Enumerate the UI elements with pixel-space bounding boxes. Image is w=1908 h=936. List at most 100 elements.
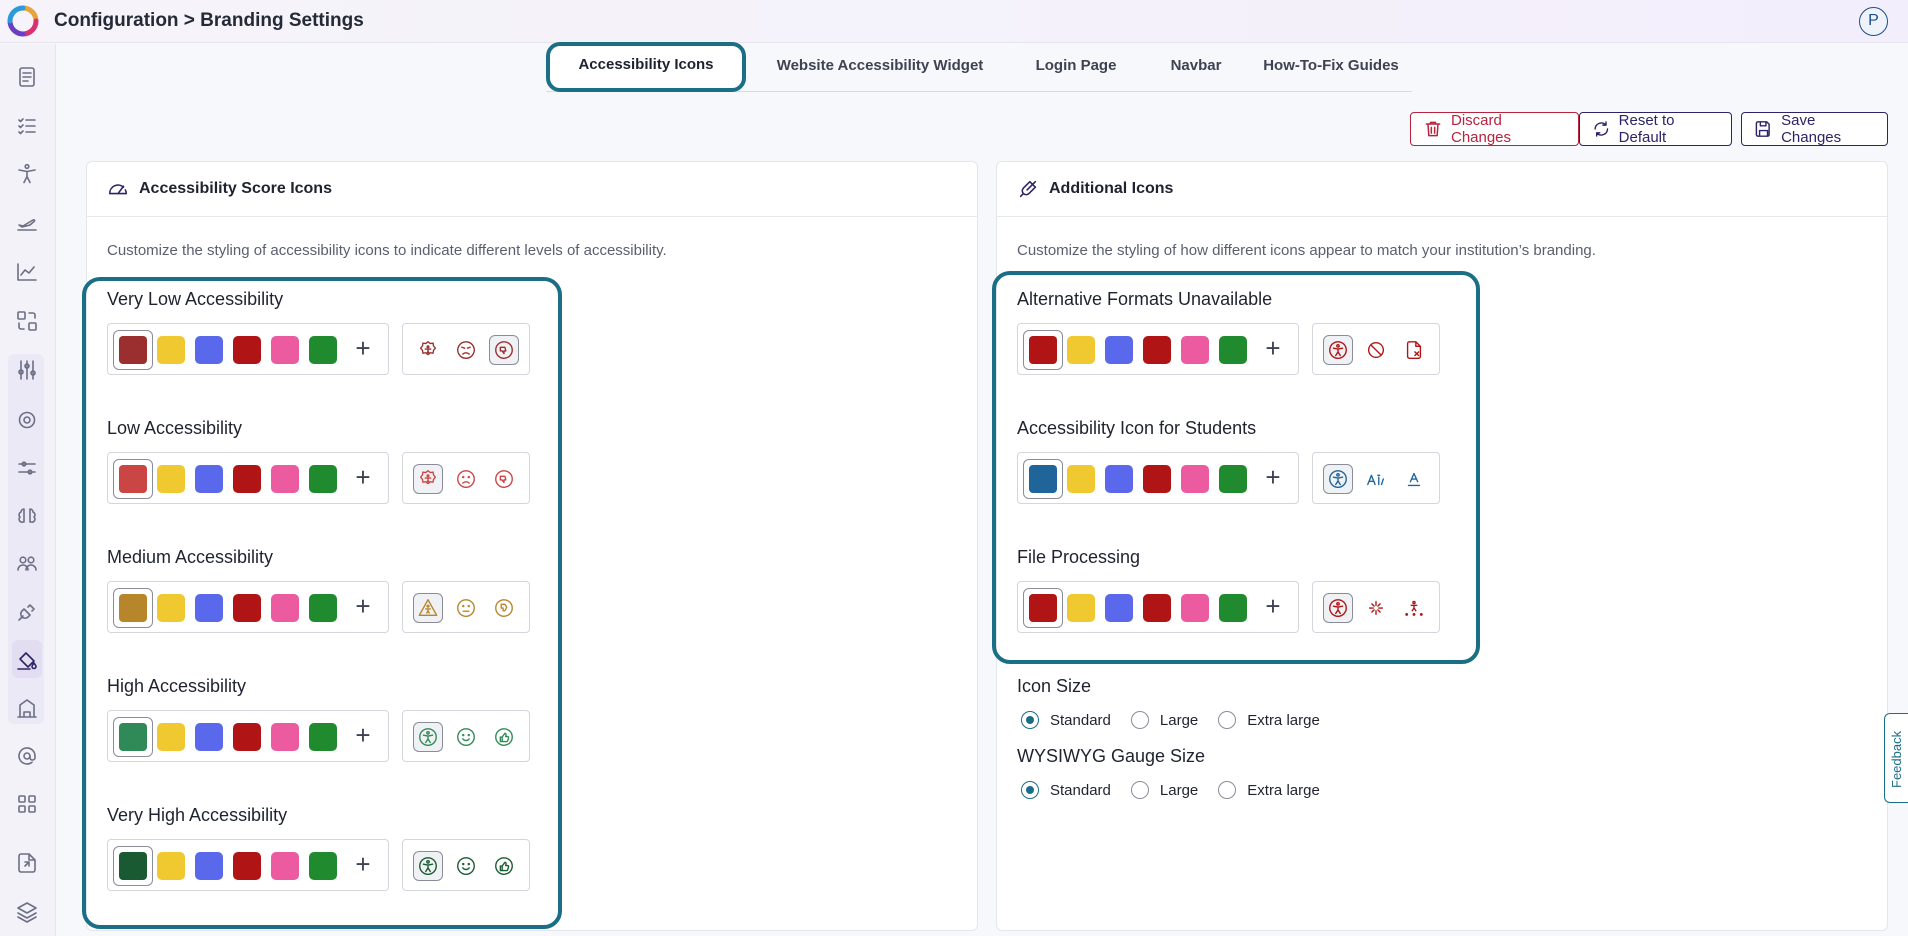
radio-button[interactable] bbox=[1021, 781, 1039, 799]
color-swatch[interactable] bbox=[309, 723, 337, 751]
radio-button[interactable] bbox=[1021, 711, 1039, 729]
radio-button[interactable] bbox=[1130, 781, 1149, 799]
at-settings-icon[interactable] bbox=[15, 744, 39, 768]
icon-option[interactable] bbox=[489, 335, 519, 365]
tab-website-accessibility-widget[interactable]: Website Accessibility Widget bbox=[776, 57, 984, 74]
gear-icon[interactable] bbox=[15, 408, 39, 432]
tab-navbar[interactable]: Navbar bbox=[1170, 57, 1222, 74]
icon-option[interactable] bbox=[413, 722, 443, 752]
icon-option[interactable] bbox=[1323, 335, 1353, 365]
color-swatch[interactable] bbox=[271, 594, 299, 622]
color-swatch[interactable] bbox=[309, 852, 337, 880]
color-swatch[interactable] bbox=[1067, 465, 1095, 493]
building-icon[interactable] bbox=[15, 696, 39, 720]
color-swatch-selected[interactable] bbox=[113, 459, 153, 499]
add-color-button[interactable]: + bbox=[355, 333, 371, 363]
color-swatch-selected[interactable] bbox=[1023, 459, 1063, 499]
color-swatch-selected[interactable] bbox=[113, 717, 153, 757]
color-swatch[interactable] bbox=[271, 465, 299, 493]
gauge-size-extra-large[interactable]: Extra large bbox=[1218, 781, 1320, 799]
color-swatch[interactable] bbox=[271, 852, 299, 880]
icon-option[interactable] bbox=[1361, 335, 1391, 365]
color-swatch[interactable] bbox=[1067, 336, 1095, 364]
icon-option[interactable] bbox=[1323, 464, 1353, 494]
color-swatch[interactable] bbox=[233, 336, 261, 364]
icon-option[interactable] bbox=[489, 722, 519, 752]
icon-option[interactable] bbox=[451, 722, 481, 752]
paint-bucket-icon[interactable] bbox=[15, 648, 39, 672]
icon-option[interactable] bbox=[1399, 335, 1429, 365]
reset-to-default-button[interactable]: Reset to Default bbox=[1579, 112, 1732, 146]
scan-icon[interactable] bbox=[15, 309, 39, 333]
color-swatch[interactable] bbox=[1143, 465, 1171, 493]
color-swatch-selected[interactable] bbox=[1023, 588, 1063, 628]
color-swatch[interactable] bbox=[157, 594, 185, 622]
icon-option[interactable] bbox=[451, 593, 481, 623]
document-icon[interactable] bbox=[15, 65, 39, 89]
color-swatch[interactable] bbox=[1219, 594, 1247, 622]
color-swatch[interactable] bbox=[157, 465, 185, 493]
color-swatch-selected[interactable] bbox=[113, 846, 153, 886]
color-swatch[interactable] bbox=[233, 852, 261, 880]
color-swatch-selected[interactable] bbox=[113, 330, 153, 370]
add-color-button[interactable]: + bbox=[355, 462, 371, 492]
color-swatch[interactable] bbox=[1143, 594, 1171, 622]
icon-option[interactable] bbox=[413, 593, 443, 623]
add-color-button[interactable]: + bbox=[1265, 591, 1281, 621]
user-avatar[interactable]: P bbox=[1859, 7, 1888, 36]
color-swatch[interactable] bbox=[195, 723, 223, 751]
icon-option[interactable] bbox=[413, 464, 443, 494]
icon-option[interactable] bbox=[1361, 593, 1391, 623]
color-swatch[interactable] bbox=[157, 723, 185, 751]
plane-icon[interactable] bbox=[15, 211, 39, 235]
color-swatch-selected[interactable] bbox=[113, 588, 153, 628]
tab-login-page[interactable]: Login Page bbox=[1035, 57, 1117, 74]
color-swatch[interactable] bbox=[157, 852, 185, 880]
color-swatch[interactable] bbox=[271, 723, 299, 751]
color-swatch[interactable] bbox=[309, 465, 337, 493]
icon-option[interactable] bbox=[489, 593, 519, 623]
color-swatch[interactable] bbox=[309, 594, 337, 622]
accessibility-icon[interactable] bbox=[15, 162, 39, 186]
gauge-size-standard[interactable]: Standard bbox=[1021, 781, 1111, 799]
icon-option[interactable] bbox=[489, 851, 519, 881]
color-swatch[interactable] bbox=[195, 852, 223, 880]
color-swatch[interactable] bbox=[1143, 336, 1171, 364]
color-swatch[interactable] bbox=[1181, 465, 1209, 493]
checklist-icon[interactable] bbox=[15, 114, 39, 138]
layers-icon[interactable] bbox=[15, 900, 39, 924]
color-swatch[interactable] bbox=[309, 336, 337, 364]
color-swatch[interactable] bbox=[1105, 465, 1133, 493]
color-swatch[interactable] bbox=[1067, 594, 1095, 622]
plug-icon[interactable] bbox=[15, 600, 39, 624]
color-swatch[interactable] bbox=[233, 594, 261, 622]
tab-how-to-fix-guides[interactable]: How-To-Fix Guides bbox=[1263, 57, 1399, 74]
app-logo[interactable] bbox=[7, 5, 39, 37]
color-swatch[interactable] bbox=[1219, 336, 1247, 364]
save-changes-button[interactable]: Save Changes bbox=[1741, 112, 1888, 146]
color-swatch[interactable] bbox=[233, 465, 261, 493]
add-color-button[interactable]: + bbox=[1265, 333, 1281, 363]
sliders-icon[interactable] bbox=[15, 358, 39, 382]
color-swatch[interactable] bbox=[1219, 465, 1247, 493]
file-export-icon[interactable] bbox=[15, 851, 39, 875]
add-color-button[interactable]: + bbox=[355, 720, 371, 750]
icon-size-standard[interactable]: Standard bbox=[1021, 711, 1111, 729]
feedback-tab[interactable]: Feedback bbox=[1884, 713, 1908, 803]
icon-option[interactable] bbox=[1399, 593, 1429, 623]
color-swatch[interactable] bbox=[1105, 336, 1133, 364]
icon-option[interactable] bbox=[413, 335, 443, 365]
icon-option[interactable] bbox=[489, 464, 519, 494]
icon-option[interactable] bbox=[413, 851, 443, 881]
color-swatch[interactable] bbox=[1181, 336, 1209, 364]
color-swatch[interactable] bbox=[1181, 594, 1209, 622]
icon-option[interactable] bbox=[451, 335, 481, 365]
icon-option[interactable] bbox=[451, 464, 481, 494]
filter-icon[interactable] bbox=[15, 456, 39, 480]
gauge-size-large[interactable]: Large bbox=[1130, 781, 1198, 799]
discard-changes-button[interactable]: Discard Changes bbox=[1410, 112, 1579, 146]
icon-size-large[interactable]: Large bbox=[1130, 711, 1198, 729]
add-color-button[interactable]: + bbox=[355, 849, 371, 879]
icon-option[interactable] bbox=[451, 851, 481, 881]
icon-option[interactable] bbox=[1323, 593, 1353, 623]
